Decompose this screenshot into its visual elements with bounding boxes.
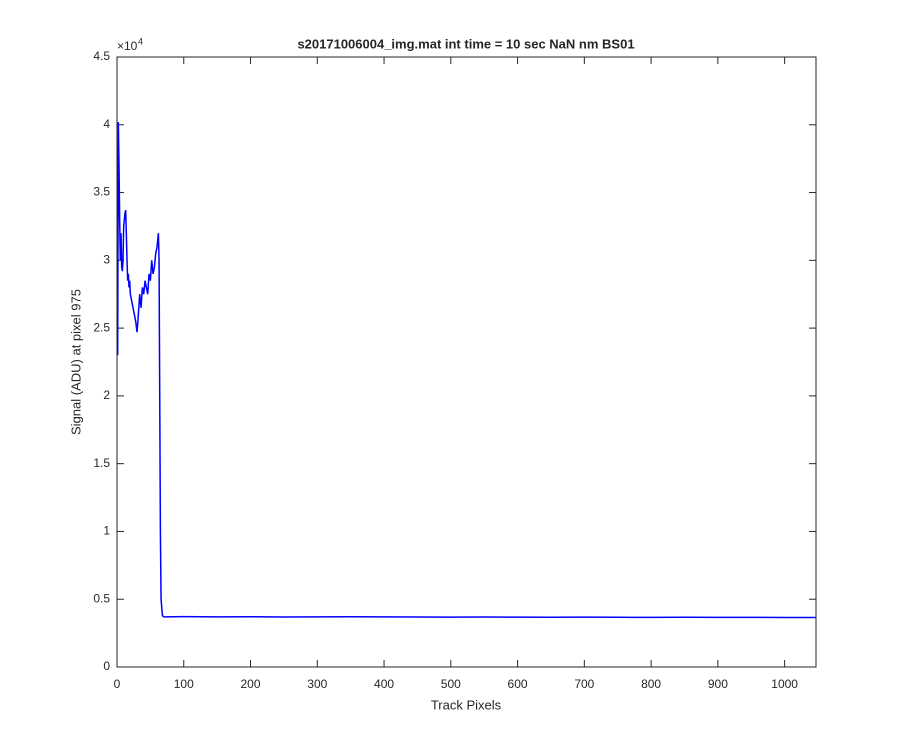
x-tick-label: 200 <box>241 677 261 691</box>
x-tick-label: 1000 <box>771 677 798 691</box>
x-tick-label: 300 <box>307 677 327 691</box>
y-axis-label: Signal (ADU) at pixel 975 <box>68 289 83 435</box>
x-tick-label: 900 <box>708 677 728 691</box>
y-tick-label: 1.5 <box>93 456 110 470</box>
plot-area <box>116 56 817 668</box>
y-exponent-base: ×10 <box>117 39 138 53</box>
x-axis-label: Track Pixels <box>431 697 502 712</box>
x-tick-label: 400 <box>374 677 394 691</box>
y-tick-label: 3 <box>103 253 110 267</box>
x-tick-label: 700 <box>574 677 594 691</box>
x-tick-label: 100 <box>174 677 194 691</box>
y-tick-label: 2.5 <box>93 320 110 334</box>
y-exponent: 4 <box>138 36 143 46</box>
y-tick-label: 2 <box>103 388 110 402</box>
y-tick-label: 4.5 <box>93 49 110 63</box>
x-tick-label: 500 <box>441 677 461 691</box>
x-tick-label: 600 <box>508 677 528 691</box>
y-tick-label: 1 <box>103 524 110 538</box>
chart-title: s20171006004_img.mat int time = 10 sec N… <box>297 36 634 51</box>
x-tick-label: 800 <box>641 677 661 691</box>
x-tick-label: 0 <box>114 677 121 691</box>
y-tick-label: 4 <box>103 117 110 131</box>
y-tick-label: 3.5 <box>93 185 110 199</box>
y-tick-label: 0 <box>103 659 110 673</box>
y-tick-label: 0.5 <box>93 591 110 605</box>
data-line <box>116 122 816 619</box>
